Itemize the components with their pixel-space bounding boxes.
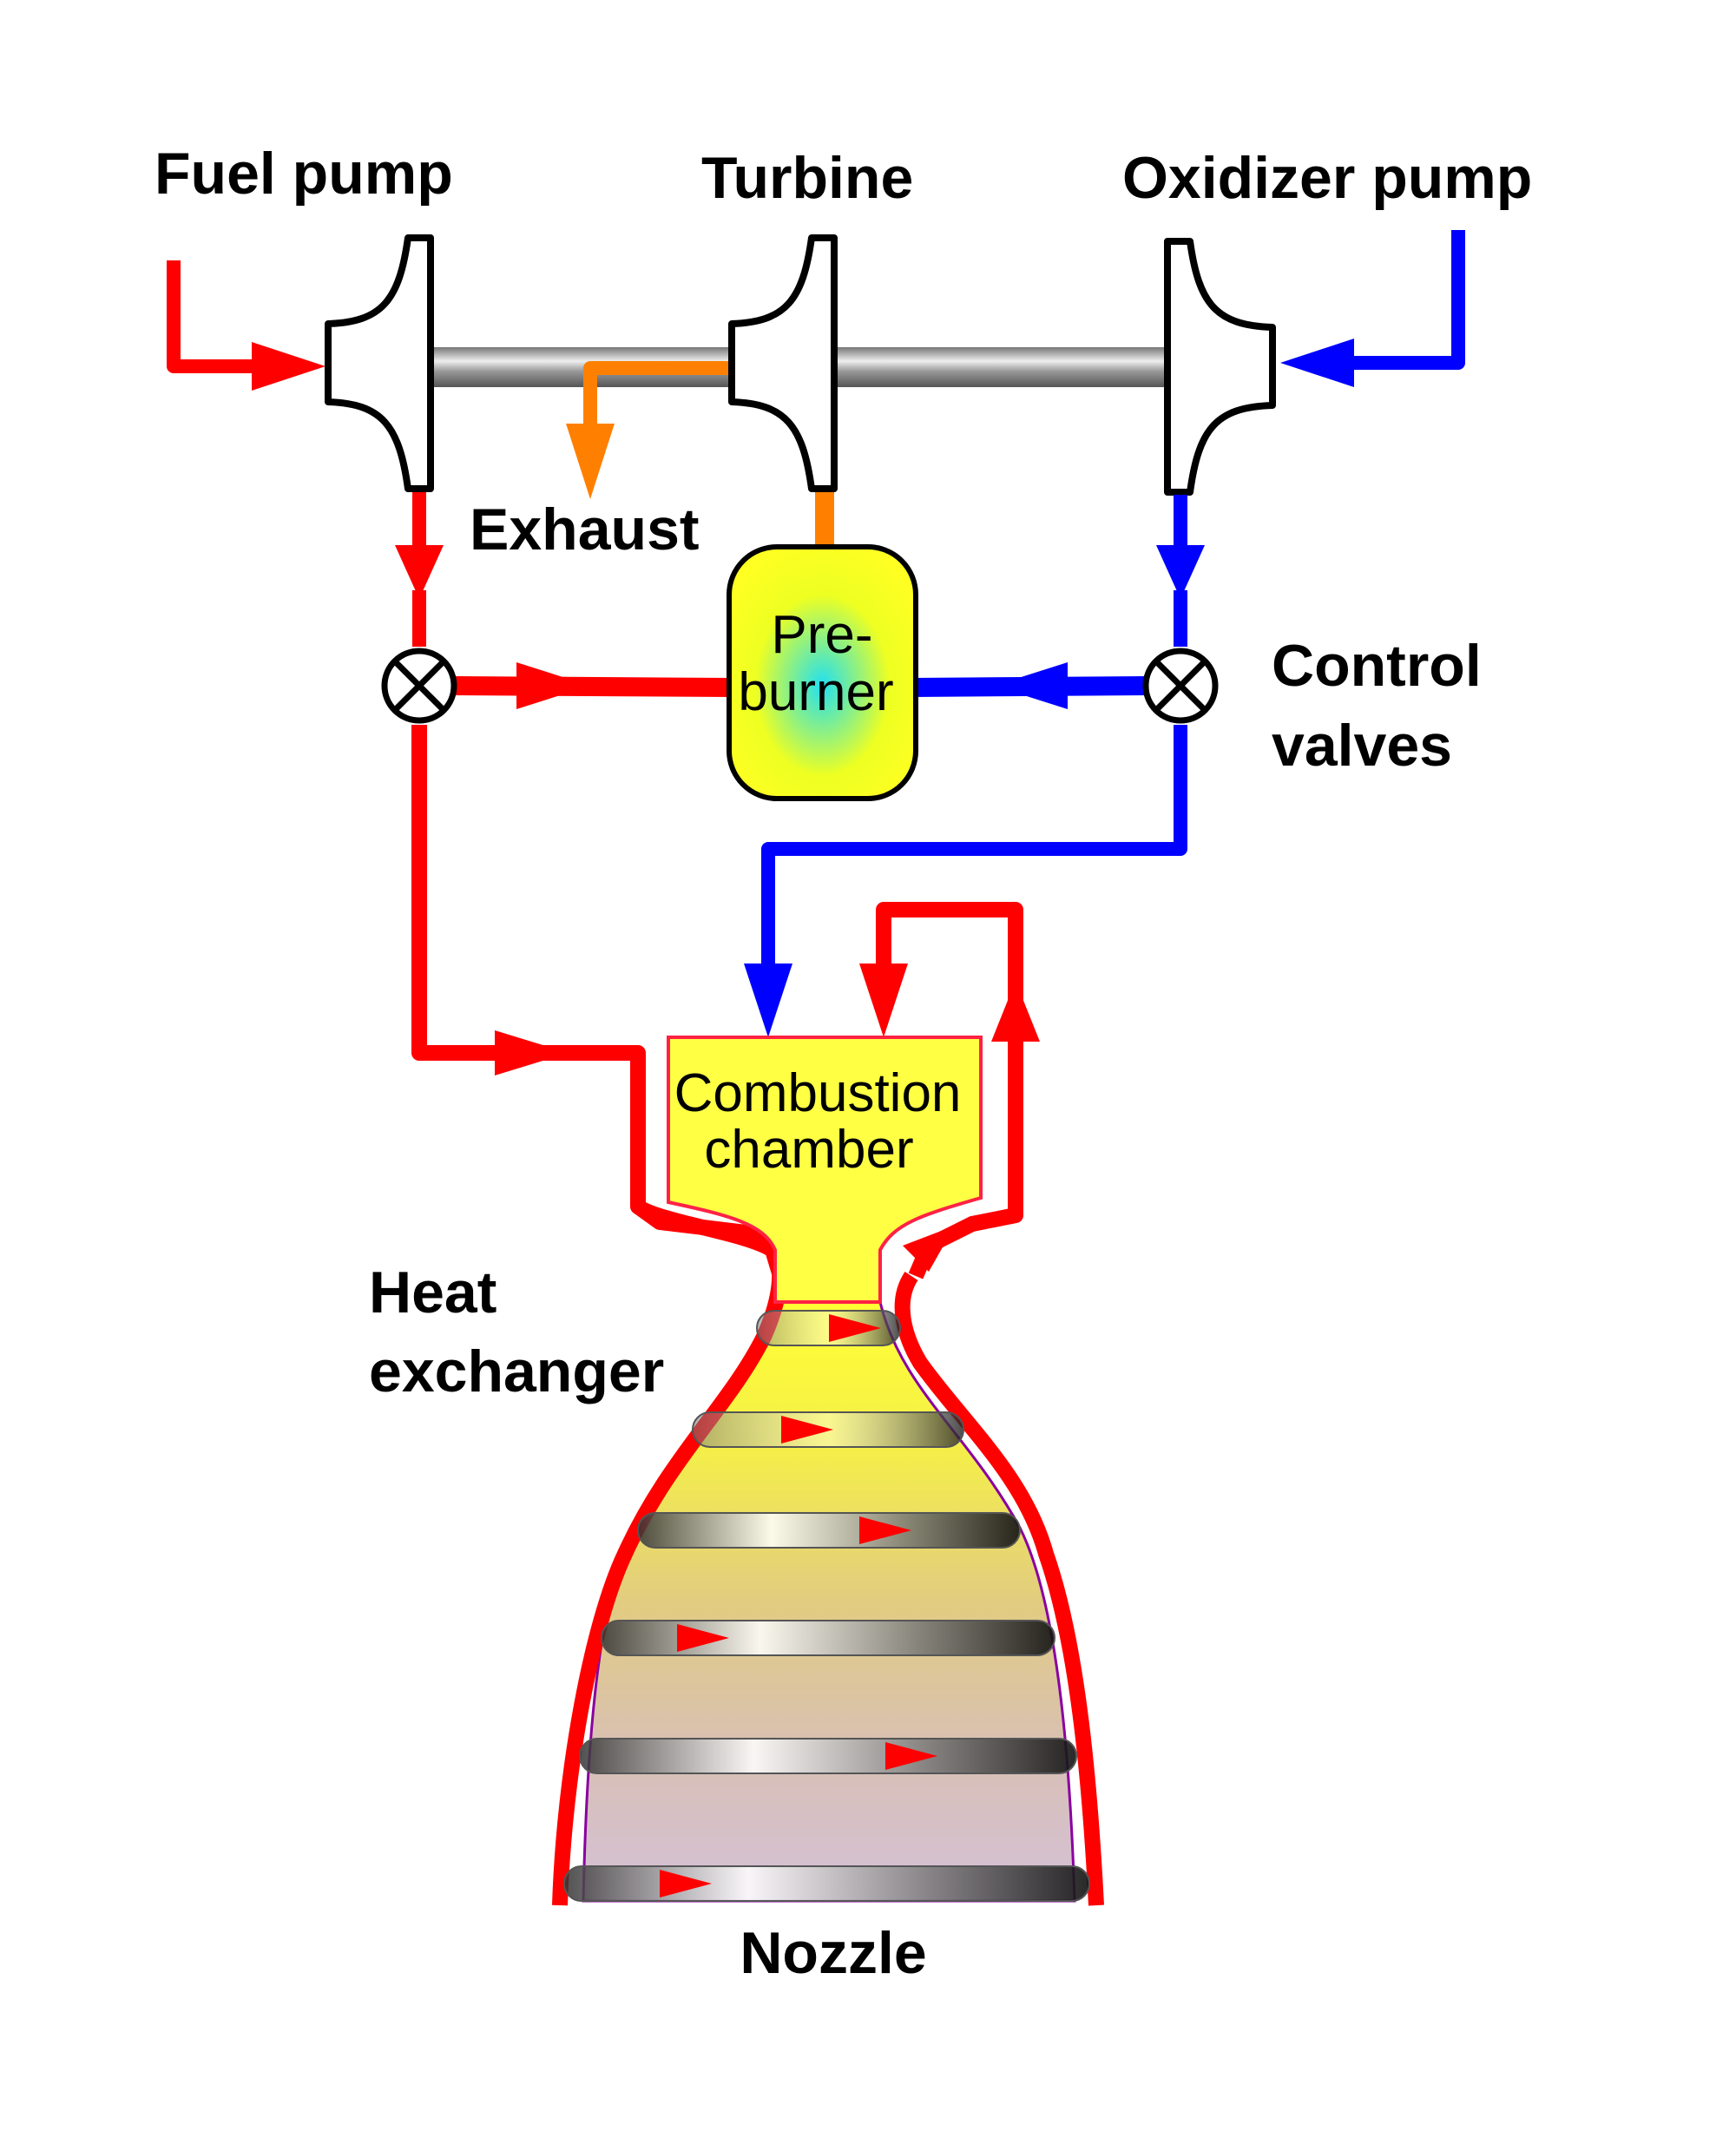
flow-arrow-icon: [903, 1226, 955, 1272]
heat-exchanger-label-line2: exchanger: [369, 1338, 664, 1404]
combustion-chamber: [667, 1036, 983, 1304]
cooling-band: [601, 1620, 1055, 1656]
centrifugal-pump-icon: [1164, 238, 1276, 496]
flow-arrow-icon: [859, 1516, 911, 1544]
cooling-band: [637, 1512, 1021, 1549]
flow-arrow-icon: [252, 342, 326, 391]
flow-arrow-icon: [859, 964, 908, 1037]
control-valves-label-line1: Control: [1272, 633, 1482, 699]
flow-arrow-icon: [677, 1624, 729, 1652]
preburner-label-line1: Pre-: [771, 605, 872, 665]
control-valves-label-line2: valves: [1272, 713, 1452, 779]
flow-arrow-icon: [991, 981, 1040, 1042]
exhaust-line: [583, 361, 738, 434]
flow-arrow-icon: [516, 662, 590, 709]
flow-arrow-icon: [566, 424, 615, 499]
preburner-label-line2: burner: [738, 662, 893, 722]
combustion-chamber-label-line2: chamber: [704, 1120, 913, 1180]
fuel-inlet-line: [167, 260, 286, 373]
heat-exchanger-label-line1: Heat: [369, 1260, 496, 1325]
oxidizer-to-chamber-line: [761, 725, 1187, 972]
flow-arrow-icon: [1280, 339, 1354, 387]
nozzle-label: Nozzle: [740, 1920, 926, 1986]
fuel-to-preburner-line: [455, 676, 734, 697]
flow-arrow-icon: [495, 1030, 569, 1075]
fuel-pump-label: Fuel pump: [155, 141, 453, 207]
oxidizer-inlet-line: [1337, 230, 1465, 370]
flow-arrow-icon: [1156, 545, 1205, 599]
turbine-icon: [728, 234, 838, 492]
flow-arrow-icon: [829, 1314, 881, 1342]
flow-arrow-icon: [781, 1416, 833, 1444]
flow-arrow-icon: [885, 1742, 937, 1770]
cooling-band: [563, 1865, 1090, 1902]
control-valve-icon: [1142, 648, 1219, 724]
heat-exchanger-wall-left: [552, 1200, 788, 1906]
flow-arrow-icon: [660, 1870, 712, 1898]
cooling-band: [579, 1738, 1077, 1774]
combustion-chamber-label-line1: Combustion: [674, 1063, 962, 1123]
flow-arrow-icon: [744, 964, 792, 1037]
cooling-bands: [563, 1310, 1090, 1902]
centrifugal-pump-icon: [325, 234, 434, 492]
control-valve-icon: [381, 648, 457, 724]
cooling-band: [756, 1310, 901, 1346]
turbine-label: Turbine: [701, 145, 913, 211]
preburner: [727, 544, 918, 801]
heat-exchanger-wall-right: [894, 1272, 1104, 1906]
flow-arrow-icon: [395, 545, 444, 599]
flow-arrow-icon: [994, 662, 1068, 709]
exhaust-label: Exhaust: [470, 497, 700, 562]
oxidizer-pump-label: Oxidizer pump: [1122, 145, 1532, 211]
